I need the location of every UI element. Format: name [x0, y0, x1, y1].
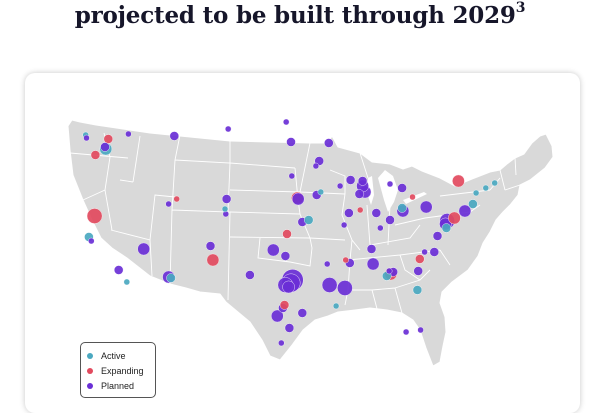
site-marker-planned[interactable]	[402, 328, 410, 336]
site-marker-planned[interactable]	[312, 162, 320, 170]
site-marker-planned[interactable]	[205, 241, 216, 251]
site-marker-expanding[interactable]	[279, 300, 290, 310]
legend-label-expanding: Expanding	[101, 365, 144, 376]
site-marker-planned[interactable]	[283, 118, 290, 126]
site-marker-planned[interactable]	[397, 183, 407, 193]
legend-item-expanding: Expanding	[87, 363, 149, 378]
site-marker-planned[interactable]	[377, 224, 384, 232]
site-marker-expanding[interactable]	[173, 195, 180, 203]
legend-swatch-active	[87, 352, 93, 359]
site-marker-planned[interactable]	[113, 265, 124, 275]
site-marker-planned[interactable]	[458, 204, 472, 218]
site-marker-active[interactable]	[221, 205, 229, 213]
site-marker-planned[interactable]	[417, 326, 424, 334]
contiguous-us-outline	[67, 119, 554, 367]
site-marker-active[interactable]	[304, 215, 314, 225]
site-marker-planned[interactable]	[270, 309, 284, 323]
site-marker-expanding[interactable]	[206, 253, 220, 267]
site-marker-planned[interactable]	[165, 200, 172, 208]
border-mountain	[132, 134, 231, 301]
site-marker-expanding[interactable]	[452, 174, 465, 188]
site-marker-planned[interactable]	[286, 137, 296, 147]
site-marker-planned[interactable]	[357, 176, 368, 186]
site-marker-planned[interactable]	[282, 280, 295, 294]
legend-item-active: Active	[87, 348, 149, 363]
us-data-center-map	[67, 118, 554, 367]
site-marker-planned[interactable]	[297, 308, 307, 318]
great-lakes-notch	[378, 170, 398, 212]
site-marker-planned[interactable]	[354, 189, 365, 199]
title-footnote-marker: 3	[515, 0, 526, 17]
title-text: projected to be built through 2029	[74, 2, 516, 29]
page-title: projected to be built through 20293	[0, 0, 600, 29]
site-marker-planned[interactable]	[345, 175, 356, 185]
site-marker-active[interactable]	[332, 302, 340, 310]
site-marker-active[interactable]	[123, 278, 131, 286]
legend-item-planned: Planned	[87, 378, 149, 393]
site-marker-active[interactable]	[166, 273, 176, 283]
site-markers	[82, 118, 498, 347]
site-marker-planned[interactable]	[413, 266, 423, 276]
site-marker-planned[interactable]	[169, 131, 180, 141]
site-marker-planned[interactable]	[137, 242, 150, 256]
site-marker-active[interactable]	[317, 188, 324, 196]
site-marker-planned[interactable]	[324, 260, 331, 268]
site-marker-expanding[interactable]	[415, 254, 425, 264]
site-marker-planned[interactable]	[125, 130, 132, 138]
site-marker-expanding[interactable]	[448, 211, 461, 225]
site-marker-active[interactable]	[472, 189, 480, 197]
legend-label-planned: Planned	[101, 380, 135, 391]
site-marker-planned[interactable]	[385, 215, 395, 225]
site-marker-planned[interactable]	[224, 125, 232, 133]
site-marker-active[interactable]	[412, 285, 423, 295]
site-marker-active[interactable]	[397, 203, 407, 213]
site-marker-expanding[interactable]	[342, 256, 349, 264]
site-marker-expanding[interactable]	[282, 229, 292, 239]
site-marker-active[interactable]	[482, 184, 489, 192]
site-marker-expanding[interactable]	[86, 208, 103, 224]
site-marker-planned[interactable]	[278, 339, 285, 347]
site-marker-planned[interactable]	[245, 270, 255, 280]
site-marker-planned[interactable]	[432, 231, 443, 241]
site-marker-planned[interactable]	[344, 208, 354, 218]
site-marker-planned[interactable]	[100, 142, 110, 152]
site-marker-planned[interactable]	[337, 280, 353, 296]
legend-swatch-planned	[87, 382, 93, 389]
us-land-mass	[67, 119, 554, 367]
site-marker-planned[interactable]	[291, 192, 305, 206]
map-legend: Active Expanding Planned	[80, 342, 156, 398]
site-marker-planned[interactable]	[371, 208, 381, 218]
site-marker-planned[interactable]	[366, 244, 377, 254]
site-marker-planned[interactable]	[366, 257, 380, 271]
site-marker-planned[interactable]	[340, 221, 348, 229]
site-marker-planned[interactable]	[419, 200, 433, 214]
site-marker-planned[interactable]	[280, 251, 291, 261]
site-marker-planned[interactable]	[266, 243, 280, 257]
site-marker-planned[interactable]	[284, 323, 295, 333]
site-marker-planned[interactable]	[324, 138, 334, 148]
site-marker-planned[interactable]	[386, 267, 393, 275]
site-marker-planned[interactable]	[321, 277, 338, 293]
site-marker-expanding[interactable]	[103, 134, 114, 144]
border-south	[344, 249, 451, 321]
site-marker-expanding[interactable]	[357, 206, 364, 214]
legend-swatch-expanding	[87, 367, 93, 374]
site-marker-active[interactable]	[468, 199, 478, 209]
site-marker-planned[interactable]	[336, 182, 344, 190]
site-marker-active[interactable]	[441, 223, 452, 233]
site-marker-planned[interactable]	[88, 237, 95, 245]
site-marker-planned[interactable]	[221, 194, 232, 204]
site-marker-active[interactable]	[491, 179, 498, 187]
site-marker-expanding[interactable]	[409, 193, 416, 201]
site-marker-expanding[interactable]	[90, 150, 101, 160]
site-marker-planned[interactable]	[429, 247, 439, 257]
legend-label-active: Active	[101, 350, 126, 361]
site-marker-planned[interactable]	[288, 172, 295, 180]
site-marker-planned[interactable]	[83, 134, 90, 142]
site-marker-planned[interactable]	[386, 180, 394, 188]
site-marker-planned[interactable]	[421, 248, 428, 256]
